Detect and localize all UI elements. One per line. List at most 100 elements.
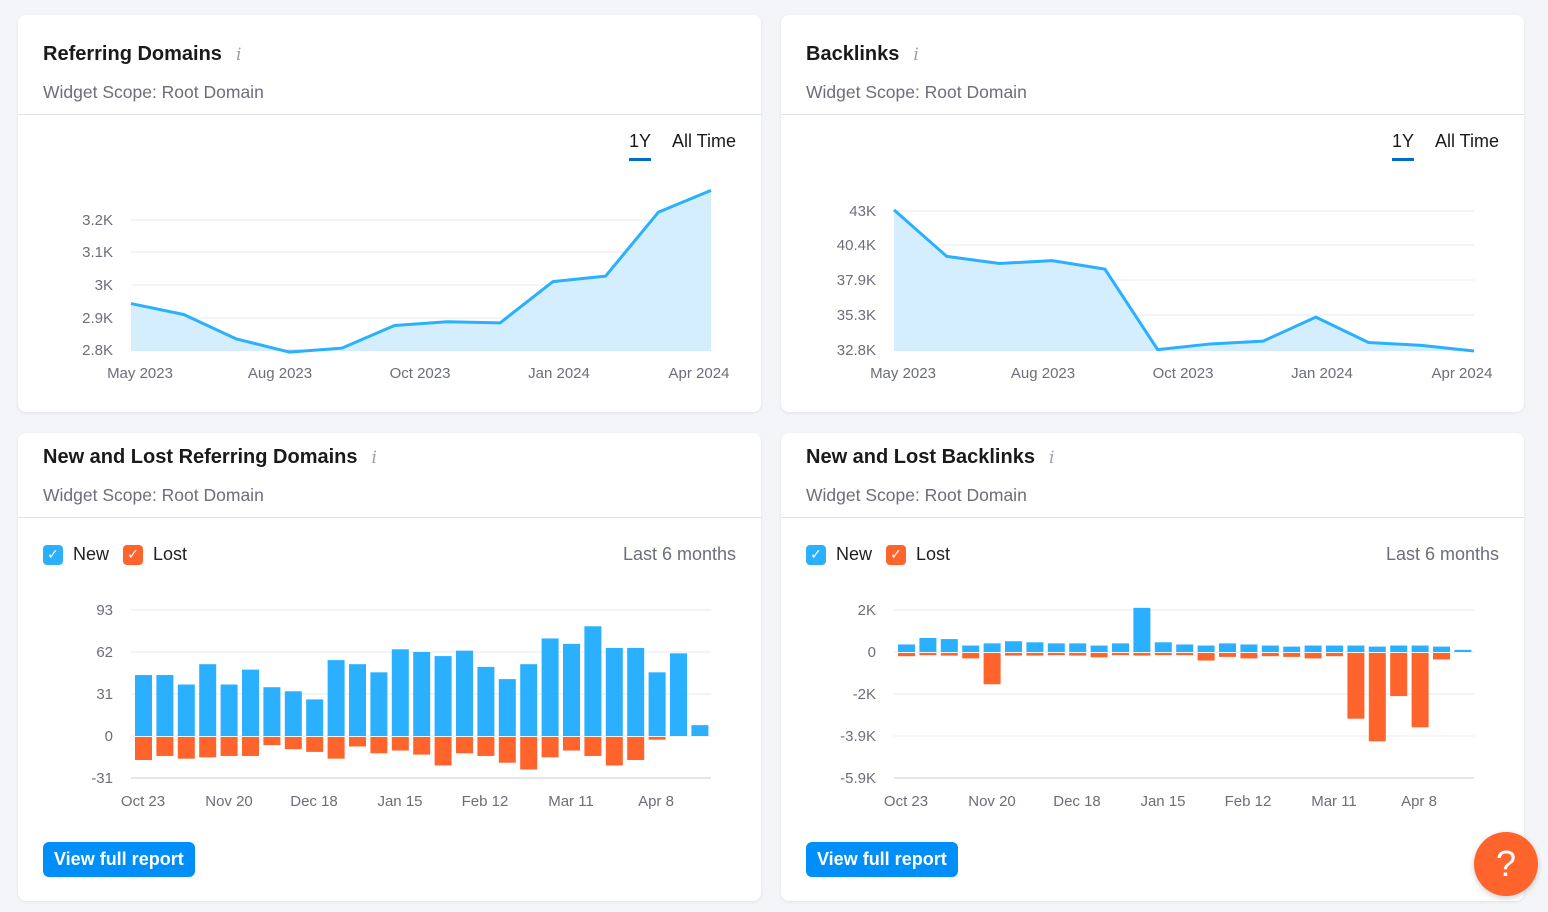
x-tick-label: Aug 2023 (1011, 365, 1075, 382)
lost-bar (1112, 653, 1129, 656)
info-icon[interactable]: i (235, 45, 242, 65)
legend-new-toggle[interactable]: ✓ New (43, 544, 109, 565)
lost-bar (220, 737, 238, 756)
lost-bar (1261, 653, 1279, 657)
new-bar (1390, 645, 1408, 652)
checkbox-checked-icon[interactable]: ✓ (886, 544, 907, 565)
lost-bar (563, 737, 580, 751)
info-icon[interactable]: i (1048, 448, 1055, 468)
x-tick-label: Nov 20 (968, 793, 1016, 810)
legend-new-label: New (73, 544, 110, 564)
x-tick-label: Feb 12 (462, 793, 509, 810)
lost-bar (983, 653, 1001, 685)
x-tick-label: Jan 2024 (1291, 365, 1353, 382)
lost-bar (242, 737, 259, 756)
card-header: New and Lost Referring Domains i Widget S… (18, 433, 761, 518)
y-tick-label: 3K (95, 277, 113, 294)
widget-scope: Widget Scope: Root Domain (806, 82, 1027, 102)
checkbox-checked-icon[interactable]: ✓ (806, 544, 826, 565)
tab-all-time[interactable]: All Time (671, 131, 736, 151)
lost-bar (1133, 653, 1151, 656)
new-bar (434, 656, 452, 736)
x-tick-label: Oct 23 (121, 793, 165, 810)
y-tick-label: 31 (96, 686, 113, 703)
lost-bar (391, 737, 409, 751)
tab-1y[interactable]: 1Y (628, 131, 651, 161)
new-bar (648, 672, 666, 736)
x-tick-label: Dec 18 (290, 793, 338, 810)
new-bar (691, 725, 709, 736)
new-bar (605, 647, 623, 736)
new-bar (541, 638, 559, 736)
lost-bar (135, 737, 152, 761)
y-tick-label: 37.9K (837, 272, 876, 289)
lost-bar (1197, 653, 1215, 661)
checkbox-checked-icon[interactable]: ✓ (43, 544, 63, 565)
new-bar (306, 699, 324, 736)
card-title: New and Lost Backlinks i (806, 446, 1055, 468)
legend-lost-label: Lost (916, 544, 951, 564)
new-bar (1240, 644, 1258, 652)
lost-bar (1347, 653, 1365, 719)
lost-bar (327, 737, 345, 759)
x-tick-label: Apr 8 (638, 793, 674, 810)
lost-bar (962, 653, 980, 659)
lost-bar (1026, 653, 1044, 656)
series-line (893, 208, 1475, 353)
new-bar (349, 664, 366, 736)
x-tick-label: Nov 20 (205, 793, 253, 810)
y-tick-label: 3.1K (82, 244, 113, 261)
lost-bar (627, 737, 645, 761)
lost-bar (413, 737, 431, 755)
new-bar (1047, 643, 1065, 652)
new-bar (1133, 607, 1151, 652)
new-bar (1347, 645, 1365, 652)
widget-scope: Widget Scope: Root Domain (43, 485, 264, 505)
lost-bar (1411, 653, 1429, 728)
x-tick-label: Jan 15 (377, 793, 422, 810)
new-bar (263, 687, 281, 736)
info-icon[interactable]: i (913, 45, 919, 65)
new-lost-backlinks-card: New and Lost Backlinks i Widget Scope: Ro… (781, 433, 1524, 901)
y-tick-label: 0 (105, 728, 113, 745)
view-full-report-button[interactable]: View full report (806, 842, 958, 877)
lost-bar (541, 737, 559, 758)
new-bar (1026, 642, 1044, 652)
legend-lost-toggle[interactable]: ✓ Lost (123, 544, 187, 565)
new-bar (498, 679, 516, 736)
view-full-report-button[interactable]: View full report (43, 842, 195, 877)
lost-bar (456, 737, 473, 754)
tab-1y[interactable]: 1Y (1391, 131, 1414, 161)
lost-bar (919, 653, 937, 656)
legend-new-toggle[interactable]: ✓ New (806, 544, 872, 565)
y-tick-label: -3.9K (840, 728, 876, 745)
card-header: Referring Domains i Widget Scope: Root Do… (18, 15, 761, 115)
card-header: New and Lost Backlinks i Widget Scope: Ro… (781, 433, 1524, 518)
lost-bar (605, 737, 623, 766)
lost-bar (1219, 653, 1236, 657)
lost-bar (1176, 653, 1194, 656)
new-bar (177, 684, 195, 736)
info-icon[interactable]: i (371, 448, 377, 468)
lost-bar (898, 653, 915, 657)
new-bar (940, 639, 958, 652)
y-tick-label: 2.9K (82, 310, 113, 327)
new-bar (135, 675, 152, 736)
new-bar (563, 643, 580, 736)
lost-bar (477, 737, 495, 756)
x-tick-label: Oct 2023 (1153, 365, 1214, 382)
question-icon: ? (1495, 843, 1517, 884)
new-bar (898, 644, 915, 652)
help-button[interactable]: ? (1474, 832, 1538, 896)
new-bar (220, 684, 238, 736)
legend-new-label: New (836, 544, 873, 564)
tab-all-time[interactable]: All Time (1434, 131, 1499, 151)
checkbox-checked-icon[interactable]: ✓ (123, 544, 144, 565)
x-tick-label: Feb 12 (1225, 793, 1272, 810)
legend-lost-toggle[interactable]: ✓ Lost (886, 544, 950, 565)
lost-bar (199, 737, 217, 758)
new-bar (627, 647, 645, 736)
new-bar (584, 626, 602, 736)
y-tick-label: 32.8K (837, 342, 876, 359)
lost-bar (520, 737, 538, 770)
